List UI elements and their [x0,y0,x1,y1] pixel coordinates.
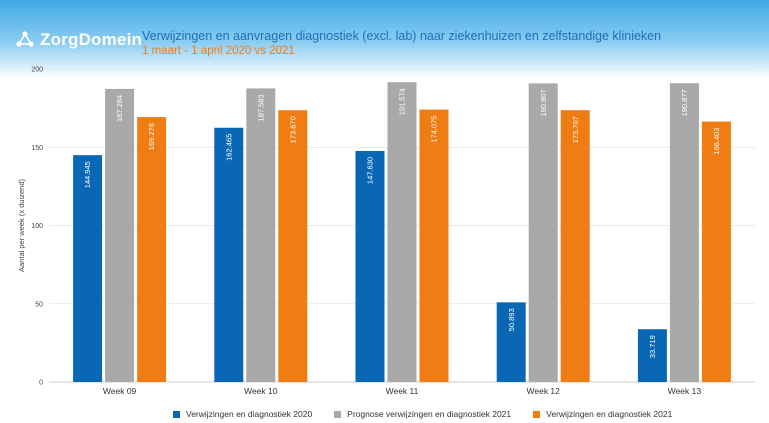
zorgdomein-logo: ZorgDomein [14,28,142,52]
x-category-week-10: Week 10 [244,386,278,396]
chart-subtitle: 1 maart - 1 april 2020 vs 2021 [142,45,295,57]
y-tick-150: 150 [31,145,43,152]
bar-label-2020-week-09: 144.945 [83,161,92,188]
chart-bars: 144.945 187.284 169.276 162.465 187.583 173.6… [73,82,731,382]
x-category-week-09: Week 09 [103,386,137,396]
legend-item-2021: Verwijzingen en diagnostiek 2021 [533,409,672,419]
x-axis-categories: Week 09 Week 10 Week 11 Week 12 Week 13 [103,386,701,396]
bar-label-2020-week-11: 147.630 [366,157,375,184]
legend-label-2021: Verwijzingen en diagnostiek 2021 [546,409,673,419]
bar-prognose-week-13 [669,83,699,382]
bar-2021-week-13 [701,121,731,382]
y-axis-label: Aantal per week (x duizend) [17,179,26,272]
bar-label-prognose-week-13: 190.877 [680,89,689,116]
bar-label-2020-week-13: 33.719 [648,335,657,358]
bar-prognose-week-10 [246,88,276,382]
bar-label-2021-week-10: 173.670 [288,116,297,143]
bar-2021-week-12 [560,110,590,382]
chart-title: Verwijzingen en aanvragen diagnostiek (e… [142,29,662,43]
bar-2021-week-11 [419,109,449,382]
x-category-week-13: Week 13 [668,386,702,396]
legend-swatch-2020 [173,410,180,418]
legend-label-2020: Verwijzingen en diagnostiek 2020 [186,409,313,419]
bar-2020-week-13 [637,329,667,382]
x-category-week-11: Week 11 [386,386,419,396]
legend-swatch-prognose [334,410,342,418]
bar-label-2021-week-12: 173.707 [571,116,580,143]
chart-legend: Verwijzingen en diagnostiek 2020 Prognos… [173,409,672,419]
bar-label-2021-week-11: 174.075 [430,116,439,143]
bar-2020-week-12 [496,302,526,382]
y-tick-0: 0 [39,380,43,387]
bar-2020-week-09 [73,155,103,382]
y-axis-ticks: 0 50 100 150 200 [31,67,43,387]
bar-label-prognose-week-09: 187.284 [115,95,124,122]
bar-label-2020-week-12: 50.893 [507,308,516,331]
legend-swatch-2021 [533,410,541,418]
bar-label-2021-week-09: 169.276 [147,123,156,150]
bar-2020-week-11 [355,150,385,382]
bar-prognose-week-12 [528,83,558,382]
bar-prognose-week-09 [105,88,135,382]
y-tick-200: 200 [31,67,43,74]
legend-label-prognose: Prognose verwijzingen en diagnostiek 202… [347,409,512,419]
x-category-week-12: Week 12 [527,386,561,396]
legend-item-2020: Verwijzingen en diagnostiek 2020 [173,409,312,419]
logo-text: ZorgDomein [40,30,143,49]
chart-header: ZorgDomein Verwijzingen en aanvragen dia… [0,0,769,78]
bar-prognose-week-11 [387,82,417,382]
bar-label-2021-week-13: 166.403 [712,128,721,155]
logo-icon [16,31,34,47]
bar-label-prognose-week-10: 187.583 [256,94,265,121]
y-tick-50: 50 [35,301,43,308]
bar-2020-week-10 [214,127,244,382]
bar-2021-week-10 [278,110,308,382]
bar-2021-week-09 [137,117,167,382]
bar-label-2020-week-10: 162.465 [224,134,233,161]
y-tick-100: 100 [31,223,43,230]
bar-label-prognose-week-11: 191.574 [398,88,407,115]
legend-item-prognose: Prognose verwijzingen en diagnostiek 202… [334,409,511,419]
bar-label-prognose-week-12: 190.807 [539,89,548,116]
